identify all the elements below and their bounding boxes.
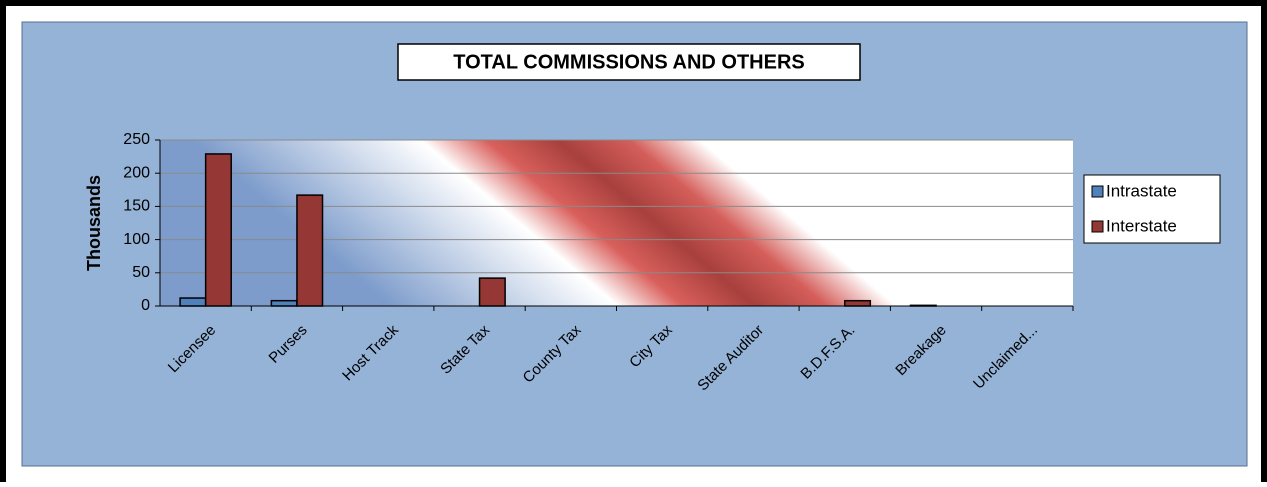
y-tick-label: 100 <box>123 231 150 248</box>
y-tick-label: 50 <box>132 264 150 281</box>
bar <box>909 304 937 307</box>
title-box <box>397 43 861 81</box>
y-tick-label: 200 <box>123 164 150 181</box>
bar <box>270 299 298 307</box>
bar <box>204 153 232 307</box>
legend-label: Interstate <box>1106 216 1177 235</box>
y-tick-label: 250 <box>123 131 150 148</box>
y-axis-label: Thousands <box>84 175 104 271</box>
legend-swatch <box>1091 185 1104 198</box>
legend-swatch <box>1091 220 1104 233</box>
y-tick-label: 0 <box>141 297 150 314</box>
legend-label: Intrastate <box>1106 181 1177 200</box>
bar <box>179 297 207 307</box>
bar <box>844 299 872 307</box>
legend <box>1083 174 1221 244</box>
y-tick-label: 150 <box>123 198 150 215</box>
bar <box>296 194 324 307</box>
chart-title: TOTAL COMMISSIONS AND OTHERS <box>453 51 805 73</box>
bar <box>478 277 506 307</box>
